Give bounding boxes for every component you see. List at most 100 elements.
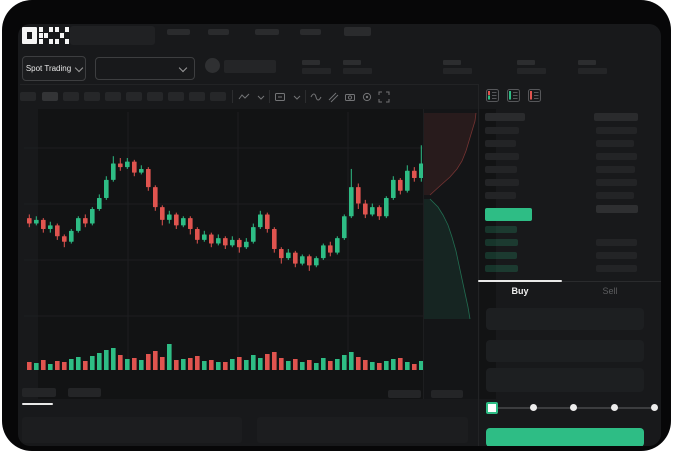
candle-body [377,207,382,217]
stat-value-placeholder [302,60,320,65]
book-sells-icon[interactable] [528,89,541,102]
amount-slider[interactable] [486,400,658,416]
candle-body [202,234,207,240]
buy-submit-button[interactable] [486,428,644,446]
timeframe-item-3[interactable] [63,92,79,101]
nav-item-5[interactable] [344,27,371,36]
bottom-card-2 [257,417,468,443]
volume-bar [90,356,95,370]
volume-bar [335,359,340,370]
chevron-down-icon [178,63,188,72]
timeframe-item-5[interactable] [105,92,121,101]
app-window: Spot Trading [18,24,661,446]
depth-asks-area [424,113,476,195]
bid-row-price[interactable] [485,252,517,259]
measure-ruler-icon[interactable] [327,91,339,103]
bid-row-price[interactable] [485,226,517,233]
book-both-icon[interactable] [486,89,499,102]
nav-item-2[interactable] [208,29,229,35]
timeframe-item-1[interactable] [20,92,36,101]
camera-icon[interactable] [344,91,356,103]
indicator-fx-icon[interactable] [274,91,286,103]
slider-stop[interactable] [611,404,618,411]
bid-row-price[interactable] [485,265,518,272]
ask-row-price[interactable] [485,192,516,199]
market-type-label: Spot Trading [25,64,72,73]
last-price-highlight [485,208,532,221]
volume-bar [76,357,81,370]
slider-stop[interactable] [651,404,658,411]
tab-buy[interactable]: Buy [511,286,529,296]
settings-circle-icon[interactable] [361,91,373,103]
ask-row-price[interactable] [485,127,519,134]
fullscreen-icon[interactable] [378,91,390,103]
depth-bids-area [424,199,470,319]
candle-body [314,258,319,266]
depth-asks-area-line [429,112,477,196]
stat-value-placeholder [517,60,535,65]
divider [20,84,478,85]
candle-body [230,239,235,246]
volume-bar [244,360,249,370]
slider-stop[interactable] [530,404,537,411]
timeframe-item-4[interactable] [84,92,100,101]
cursor-zigzag-icon[interactable] [238,91,250,103]
trade-field-3[interactable] [486,368,644,392]
chevron-down-icon[interactable] [255,91,267,103]
trade-field-2[interactable] [486,340,644,362]
volume-bar [118,355,123,370]
volume-bar [272,352,277,370]
bid-row-price[interactable] [485,239,518,246]
ticker-stat-2 [343,60,373,74]
ticker-stat-3 [443,60,473,74]
candle-body [244,241,249,248]
ask-row-price[interactable] [485,179,519,186]
volume-bar [62,362,67,370]
candle-body [307,256,312,266]
bid-row-amount [596,239,637,246]
bottom-tab-1[interactable] [22,388,56,397]
timeframe-item-6[interactable] [126,92,142,101]
bottom-action-1[interactable] [388,390,421,398]
depth-chart [424,112,477,320]
ask-row-amount [596,166,635,173]
ask-row-amount [596,192,634,199]
book-buys-icon[interactable] [507,89,520,102]
trade-field-1[interactable] [486,308,644,330]
ask-row-price[interactable] [485,166,517,173]
timeframe-item-10[interactable] [210,92,226,101]
candle-body [279,249,284,259]
volume-bar [48,364,53,370]
bottom-action-2[interactable] [431,390,463,398]
slider-stop[interactable] [570,404,577,411]
volume-bar [286,361,291,370]
timeframe-item-2[interactable] [42,92,58,101]
volume-bar [230,359,235,370]
candle-body [188,218,193,229]
ticker-stat-5 [578,60,608,74]
wave-line-icon[interactable] [310,91,322,103]
candlestick-chart[interactable] [24,112,424,374]
timeframe-item-7[interactable] [147,92,163,101]
volume-bar [83,361,88,370]
volume-bar [384,361,389,370]
candle-body [419,163,424,179]
timeframe-item-9[interactable] [189,92,205,101]
volume-bar [356,357,361,370]
chevron-down-icon[interactable] [291,91,303,103]
bottom-tab-2[interactable] [68,388,101,397]
volume-bar [251,355,256,370]
volume-bar [223,362,228,370]
timeframe-item-8[interactable] [168,92,184,101]
pair-selector[interactable] [95,57,195,80]
ask-row-price[interactable] [485,153,519,160]
slider-handle-active[interactable] [486,402,498,414]
tab-sell[interactable]: Sell [602,286,618,296]
nav-item-4[interactable] [300,29,321,35]
search-input[interactable] [70,26,155,45]
nav-item-3[interactable] [255,29,279,35]
nav-item-1[interactable] [167,29,190,35]
ask-row-price[interactable] [485,140,516,147]
market-type-selector[interactable]: Spot Trading [22,56,86,81]
candle-body [328,245,333,253]
